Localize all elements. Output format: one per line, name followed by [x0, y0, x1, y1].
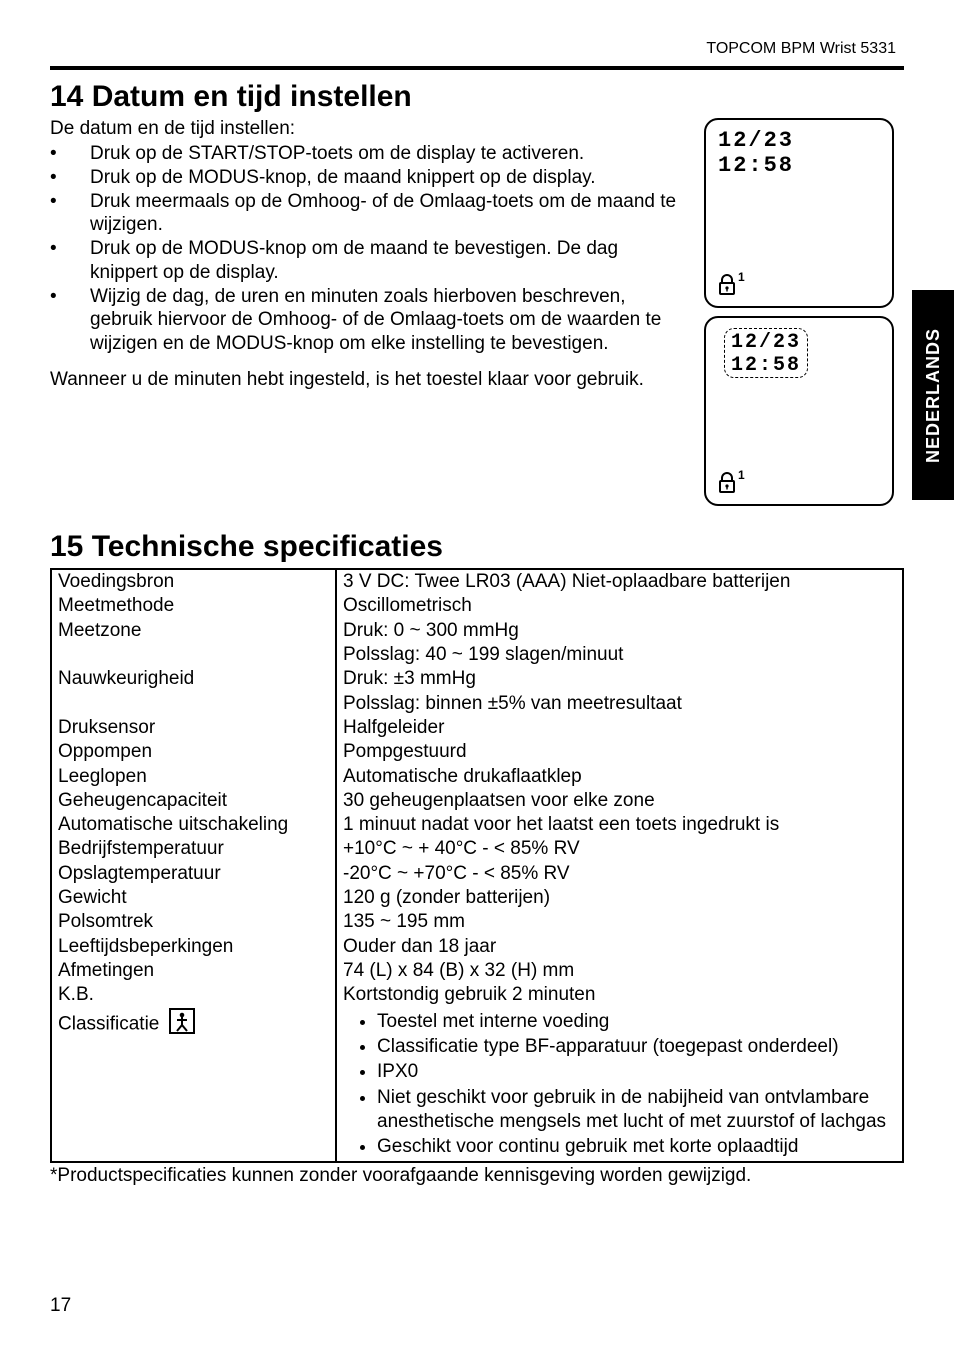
spec-value-classification: Toestel met interne voeding Classificati… — [336, 1008, 903, 1162]
list-item: •Wijzig de dag, de uren en minuten zoals… — [50, 285, 690, 356]
spec-table: Voedingsbron3 V DC: Twee LR03 (AAA) Niet… — [50, 568, 904, 1163]
spec-label: Druksensor — [51, 716, 336, 740]
spec-value: Halfgeleider — [336, 716, 903, 740]
spec-value: 74 (L) x 84 (B) x 32 (H) mm — [336, 959, 903, 983]
lock-icon — [718, 472, 736, 494]
display-date-blink: 12/23 — [731, 331, 801, 354]
spec-label: Leeftijdsbeperkingen — [51, 935, 336, 959]
spec-label: Bedrijfstemperatuur — [51, 837, 336, 861]
section-14-intro: De datum en de tijd instellen: — [50, 118, 690, 140]
spec-value: Ouder dan 18 jaar — [336, 935, 903, 959]
spec-label: Polsomtrek — [51, 910, 336, 934]
section-14-bullets: •Druk op de START/STOP-toets om de displ… — [50, 142, 690, 356]
spec-label: Meetmethode — [51, 594, 336, 618]
class-item: Classificatie type BF-apparatuur (toegep… — [377, 1035, 896, 1059]
list-item: •Druk op de MODUS-knop om de maand te be… — [50, 237, 690, 285]
spec-label: Oppompen — [51, 740, 336, 764]
display-date: 12/23 — [718, 128, 880, 153]
device-display-2: 12/23 12:58 1 — [704, 316, 894, 506]
spec-value: 30 geheugenplaatsen voor elke zone — [336, 789, 903, 813]
blinking-frame: 12/23 12:58 — [724, 328, 808, 378]
spec-value: 120 g (zonder batterijen) — [336, 886, 903, 910]
section-15-heading: 15 Technische specificaties — [50, 530, 904, 564]
lock-sup: 1 — [738, 270, 745, 284]
spec-label: Meetzone — [51, 619, 336, 643]
list-item: •Druk op de START/STOP-toets om de displ… — [50, 142, 690, 166]
lock-icon — [718, 274, 736, 296]
spec-value: Polsslag: binnen ±5% van meetresultaat — [336, 692, 903, 716]
spec-value: Kortstondig gebruik 2 minuten — [336, 983, 903, 1007]
spec-value: Automatische drukaflaatklep — [336, 765, 903, 789]
bf-type-icon — [169, 1008, 195, 1041]
spec-value: Druk: ±3 mmHg — [336, 667, 903, 691]
spec-footnote: *Productspecificaties kunnen zonder voor… — [50, 1165, 904, 1187]
spec-value: Polsslag: 40 ~ 199 slagen/minuut — [336, 643, 903, 667]
section-14-after: Wanneer u de minuten hebt ingesteld, is … — [50, 368, 690, 392]
device-display-1: 12/23 12:58 1 — [704, 118, 894, 308]
spec-label: Opslagtemperatuur — [51, 862, 336, 886]
page-number: 17 — [50, 1295, 71, 1317]
spec-label: Leeglopen — [51, 765, 336, 789]
spec-value: 1 minuut nadat voor het laatst een toets… — [336, 813, 903, 837]
spec-label: Gewicht — [51, 886, 336, 910]
header-product: TOPCOM BPM Wrist 5331 — [50, 40, 904, 58]
lock-sup: 1 — [738, 468, 745, 482]
spec-value: Druk: 0 ~ 300 mmHg — [336, 619, 903, 643]
spec-value: 3 V DC: Twee LR03 (AAA) Niet-oplaadbare … — [336, 569, 903, 594]
spec-label-classification: Classificatie — [51, 1008, 336, 1162]
display-time: 12:58 — [718, 153, 880, 178]
header-rule — [50, 66, 904, 70]
spec-label — [51, 692, 336, 716]
spec-value: Oscillometrisch — [336, 594, 903, 618]
section-14-heading: 14 Datum en tijd instellen — [50, 80, 904, 114]
class-item: IPX0 — [377, 1060, 896, 1084]
spec-label: Voedingsbron — [51, 569, 336, 594]
spec-value: +10°C ~ + 40°C - < 85% RV — [336, 837, 903, 861]
spec-value: 135 ~ 195 mm — [336, 910, 903, 934]
list-item: •Druk op de MODUS-knop, de maand knipper… — [50, 166, 690, 190]
spec-value: -20°C ~ +70°C - < 85% RV — [336, 862, 903, 886]
spec-value: Pompgestuurd — [336, 740, 903, 764]
spec-label — [51, 643, 336, 667]
display-time-blink: 12:58 — [731, 354, 801, 377]
spec-label: Geheugencapaciteit — [51, 789, 336, 813]
spec-label: Afmetingen — [51, 959, 336, 983]
spec-label: K.B. — [51, 983, 336, 1007]
class-item: Niet geschikt voor gebruik in de nabijhe… — [377, 1086, 896, 1135]
list-item: •Druk meermaals op de Omhoog- of de Omla… — [50, 190, 690, 238]
spec-label: Nauwkeurigheid — [51, 667, 336, 691]
class-item: Toestel met interne voeding — [377, 1010, 896, 1034]
class-item: Geschikt voor continu gebruik met korte … — [377, 1135, 896, 1159]
spec-label: Automatische uitschakeling — [51, 813, 336, 837]
